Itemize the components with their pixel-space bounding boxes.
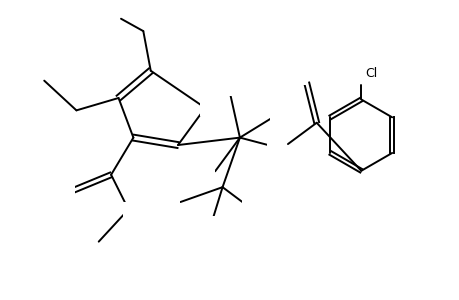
Text: Cl: Cl [364, 67, 376, 80]
Text: NH: NH [196, 171, 214, 184]
Text: F: F [270, 109, 278, 122]
Text: NH: NH [267, 139, 286, 152]
Text: F: F [172, 196, 179, 208]
Text: O: O [297, 72, 307, 85]
Text: O: O [123, 203, 133, 216]
Text: F: F [226, 82, 233, 96]
Text: S: S [201, 101, 209, 115]
Text: F: F [242, 196, 249, 208]
Text: O: O [64, 186, 74, 199]
Text: F: F [209, 116, 216, 129]
Text: F: F [209, 217, 216, 230]
